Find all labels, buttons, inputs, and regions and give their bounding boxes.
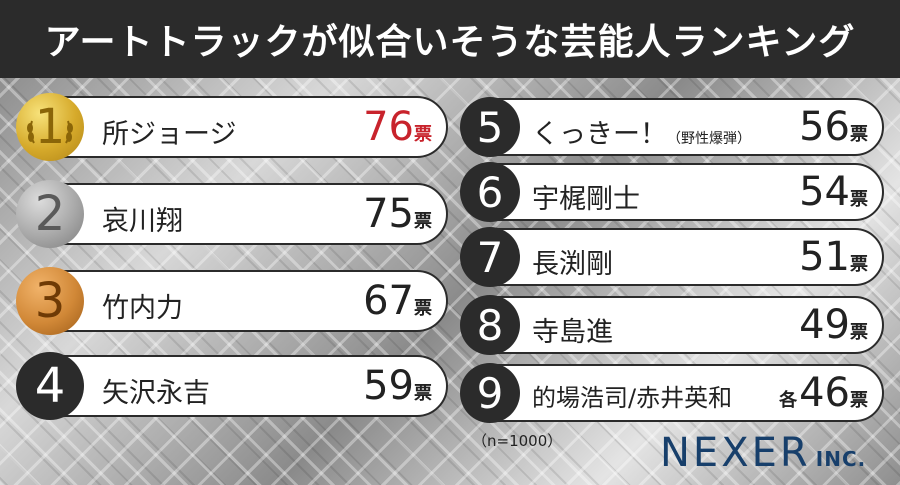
ranking-name-main: くっきー！ (532, 119, 667, 150)
rank-number: 6 (476, 167, 504, 217)
rank-number: 8 (476, 300, 504, 350)
tie-prefix: 各 (779, 390, 798, 411)
vote-count: 46 (799, 370, 850, 416)
vote-unit: 票 (850, 254, 868, 275)
ranking-row-1: 所ジョージ 76票 (20, 96, 448, 158)
gold-medal-icon: 1 (16, 93, 84, 161)
vote-unit: 票 (414, 211, 432, 232)
vote-unit: 票 (414, 124, 432, 145)
ranking-name: くっきー！（野性爆弾） (532, 112, 751, 151)
vote-unit: 票 (850, 189, 868, 210)
rank-badge: 4 (16, 352, 84, 420)
vote-count: 75 (363, 191, 414, 237)
ranking-row-7: 長渕剛 51票 (466, 228, 884, 286)
rank-badge: 9 (460, 363, 520, 423)
company-logo: NEXER INC. (660, 430, 866, 476)
ranking-name-sub: （野性爆弾） (667, 131, 751, 147)
ranking-name: 長渕剛 (532, 249, 613, 280)
ranking-name: 矢沢永吉 (102, 378, 210, 409)
ranking-row-6: 宇梶剛士 54票 (466, 163, 884, 221)
vote-count: 56 (799, 104, 850, 150)
rank-number: 2 (34, 186, 66, 242)
ranking-row-5: くっきー！（野性爆弾） 56票 (466, 98, 884, 156)
ranking-votes: 56票 (799, 104, 868, 150)
ranking-row-8: 寺島進 49票 (466, 296, 884, 354)
ranking-name: 寺島進 (532, 317, 613, 348)
logo-suffix: INC. (815, 447, 867, 471)
bronze-medal-icon: 3 (16, 267, 84, 335)
ranking-votes: 59票 (363, 363, 432, 409)
ranking-row-3: 竹内力 67票 (20, 270, 448, 332)
rank-badge: 8 (460, 295, 520, 355)
rank-badge: 7 (460, 227, 520, 287)
ranking-name: 的場浩司/赤井英和 (532, 384, 733, 412)
rank-badge: 5 (460, 97, 520, 157)
ranking-name: 哀川翔 (102, 206, 183, 237)
ranking-row-9: 的場浩司/赤井英和 各46票 (466, 364, 884, 422)
ranking-votes: 67票 (363, 278, 432, 324)
silver-medal-icon: 2 (16, 180, 84, 248)
vote-unit: 票 (414, 383, 432, 404)
ranking-votes: 76票 (363, 104, 432, 150)
ranking-name: 竹内力 (102, 293, 183, 324)
rank-badge: 6 (460, 162, 520, 222)
rank-number: 9 (476, 368, 504, 418)
ranking-name: 宇梶剛士 (532, 184, 640, 215)
rank-number: 5 (476, 102, 504, 152)
vote-count: 67 (363, 278, 414, 324)
vote-count: 59 (363, 363, 414, 409)
logo-main: NEXER (660, 430, 811, 476)
rank-number: 7 (476, 232, 504, 282)
sample-size-note: （n=1000） (472, 432, 563, 450)
ranking-votes: 各46票 (779, 370, 868, 416)
title-bar: アートトラックが似合いそうな芸能人ランキング (0, 0, 900, 78)
ranking-votes: 49票 (799, 302, 868, 348)
vote-unit: 票 (850, 124, 868, 145)
vote-unit: 票 (850, 390, 868, 411)
vote-count: 51 (799, 234, 850, 280)
vote-count: 54 (799, 169, 850, 215)
ranking-votes: 51票 (799, 234, 868, 280)
vote-count: 49 (799, 302, 850, 348)
rank-number: 3 (34, 273, 66, 329)
vote-unit: 票 (414, 298, 432, 319)
vote-unit: 票 (850, 322, 868, 343)
chart-title: アートトラックが似合いそうな芸能人ランキング (44, 22, 856, 63)
rank-number: 4 (34, 358, 66, 414)
ranking-row-4: 矢沢永吉 59票 (20, 355, 448, 417)
ranking-votes: 54票 (799, 169, 868, 215)
ranking-name: 所ジョージ (102, 119, 237, 150)
ranking-row-2: 哀川翔 75票 (20, 183, 448, 245)
rank-number: 1 (34, 99, 66, 155)
vote-count: 76 (363, 104, 414, 150)
ranking-votes: 75票 (363, 191, 432, 237)
